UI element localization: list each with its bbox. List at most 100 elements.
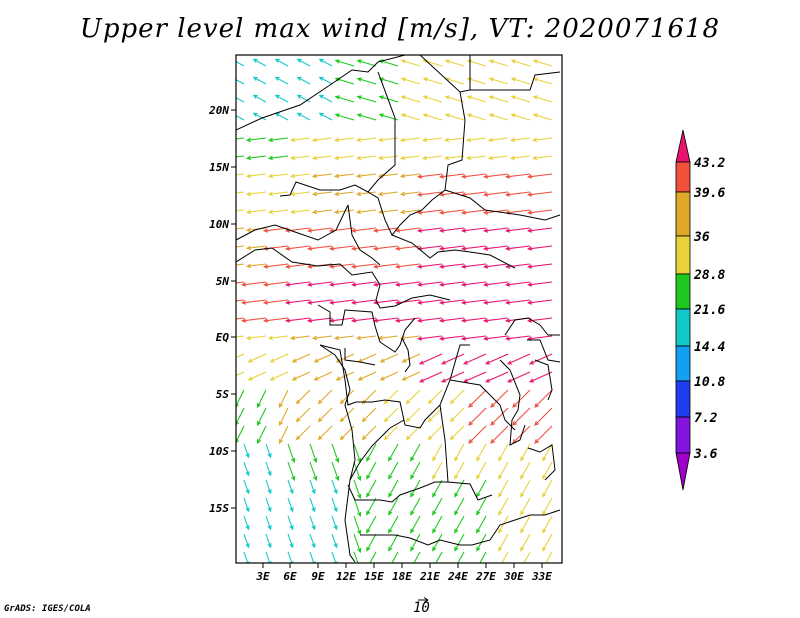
wind-vector [287, 497, 294, 513]
wind-vector [265, 461, 272, 477]
wind-vector [542, 479, 553, 498]
wind-vector [356, 113, 377, 121]
wind-vector [236, 97, 245, 103]
wind-vector [350, 281, 377, 287]
wind-vector [366, 533, 377, 552]
wind-vector [520, 443, 531, 462]
wind-vector [534, 389, 553, 408]
wind-vector [438, 173, 465, 179]
colorbar-label: 3.6 [693, 447, 718, 462]
wind-vector [289, 137, 311, 143]
wind-vector [523, 551, 531, 563]
wind-vector [309, 497, 316, 513]
wind-vector [357, 371, 377, 381]
wind-vector [265, 533, 272, 549]
wind-vector [350, 299, 377, 305]
lat-tick-label: 10N [209, 218, 229, 231]
wind-vector [306, 317, 333, 323]
wind-vector [243, 461, 250, 477]
wind-vector [432, 497, 443, 516]
wind-vector [274, 112, 289, 121]
wind-vector [487, 137, 509, 143]
wind-vector [353, 533, 362, 554]
colorbar-label: 14.4 [694, 340, 725, 355]
wind-vector [498, 497, 509, 516]
wind-vector [269, 371, 289, 381]
wind-vector [361, 407, 377, 423]
wind-vector [265, 515, 272, 531]
wind-vector [333, 173, 355, 179]
wind-vector [532, 95, 553, 103]
wind-vector [482, 335, 509, 341]
wind-vector [311, 173, 333, 179]
wind-vector [318, 76, 333, 85]
wind-vector [252, 112, 267, 121]
wind-vector [289, 173, 311, 179]
wind-vector [399, 209, 421, 215]
wind-vector [435, 551, 443, 563]
wind-vector [265, 443, 272, 459]
wind-vector [355, 155, 377, 161]
wind-vector [355, 209, 377, 215]
colorbar-segment [675, 452, 691, 491]
wind-vector [526, 263, 553, 269]
wind-vector [252, 94, 267, 103]
wind-vector [510, 113, 531, 121]
wind-vector [460, 245, 487, 251]
wind-vector [243, 515, 250, 531]
wind-vector [498, 479, 509, 498]
wind-vector-field [236, 58, 553, 563]
wind-vector [372, 317, 399, 323]
wind-vector [432, 479, 443, 498]
wind-vector [394, 227, 421, 233]
wind-vector [267, 209, 289, 215]
wind-vector [410, 461, 421, 480]
wind-vector [309, 533, 316, 549]
colorbar-segment [675, 416, 691, 454]
wind-vector [432, 533, 443, 552]
wind-vector [236, 425, 245, 444]
wind-vector [438, 299, 465, 305]
wind-vector [372, 281, 399, 287]
wind-vector [331, 515, 338, 531]
colorbar-label: 7.2 [694, 411, 718, 426]
wind-vector [465, 137, 487, 143]
wind-vector [509, 155, 531, 161]
lon-tick-label: 24E [447, 570, 468, 583]
wind-vector [317, 407, 333, 423]
wind-vector [400, 59, 421, 67]
wind-vector [245, 263, 267, 269]
lon-tick-label: 9E [311, 570, 325, 583]
wind-vector [334, 59, 355, 67]
wind-vector [317, 389, 333, 405]
wind-vector [236, 335, 245, 338]
colorbar-label: 28.8 [693, 268, 725, 283]
wind-vector [401, 371, 421, 381]
wind-vector [432, 461, 443, 480]
wind-vector [532, 113, 553, 121]
wind-vector [372, 263, 399, 269]
wind-vector [504, 335, 531, 341]
wind-vector [328, 317, 355, 323]
wind-vector [309, 461, 318, 482]
wind-vector [405, 407, 421, 423]
lon-tick-label: 21E [419, 570, 440, 583]
wind-vector [309, 479, 316, 495]
wind-vector [313, 371, 333, 381]
wind-vector [482, 263, 509, 269]
wind-vector [296, 112, 311, 121]
wind-vector [476, 461, 487, 480]
wind-vector [240, 299, 267, 305]
wind-vector [278, 425, 289, 445]
wind-vector [236, 137, 245, 140]
wind-vector [333, 335, 355, 341]
wind-vector [460, 317, 487, 323]
wind-vector [328, 299, 355, 305]
wind-vector [416, 173, 443, 179]
wind-vector [289, 335, 311, 341]
wind-vector [287, 515, 294, 531]
wind-vector [440, 353, 465, 365]
wind-vector [506, 371, 531, 383]
wind-vector [309, 515, 316, 531]
wind-vector [256, 389, 267, 409]
